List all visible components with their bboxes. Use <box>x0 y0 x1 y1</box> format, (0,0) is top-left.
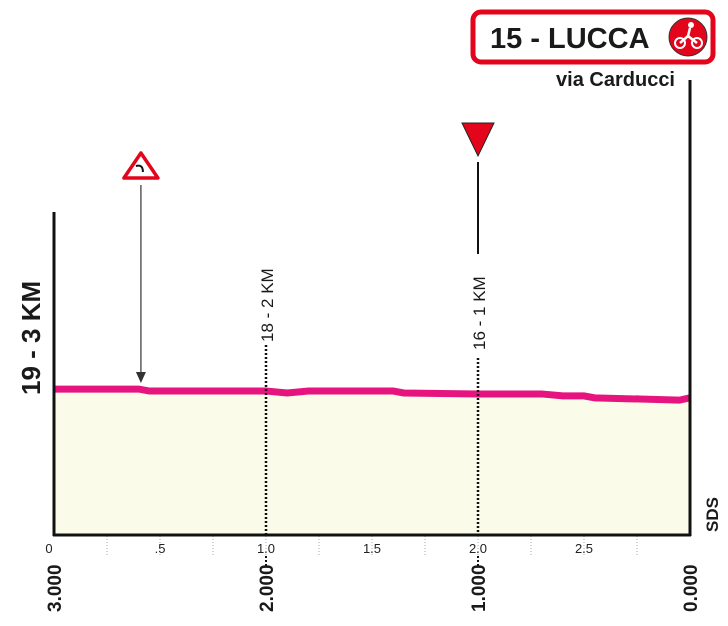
flamme-rouge-icon <box>461 122 495 158</box>
top-tick-label: 2.0 <box>469 541 487 556</box>
curve-glyph <box>135 164 144 173</box>
top-tick-label: .5 <box>155 541 166 556</box>
km-marker-label: 18 - 2 KM <box>258 268 277 342</box>
profile-area <box>54 389 690 535</box>
top-tick-label: 1.0 <box>257 541 275 556</box>
sds-label: SDS <box>703 497 722 532</box>
bottom-tick-label: 0.000 <box>681 564 702 612</box>
finish-banner: 15 - LUCCA <box>470 9 716 65</box>
km-marker-label: 16 - 1 KM <box>470 276 489 350</box>
cyclist-icon <box>668 17 708 57</box>
top-tick-label: 1.5 <box>363 541 381 556</box>
left-distance-label: 19 - 3 KM <box>16 281 46 395</box>
bottom-tick-label: 1.000 <box>469 564 490 612</box>
finish-street: via Carducci <box>556 69 675 91</box>
bottom-tick-label: 2.000 <box>257 564 278 612</box>
profile-line <box>54 385 691 404</box>
top-tick-label: 2.5 <box>575 541 593 556</box>
arrow-head <box>135 372 146 383</box>
bottom-tick-label: 3.000 <box>45 564 66 612</box>
finish-title: 15 - LUCCA <box>490 23 650 55</box>
top-tick-label: 0 <box>45 541 52 556</box>
